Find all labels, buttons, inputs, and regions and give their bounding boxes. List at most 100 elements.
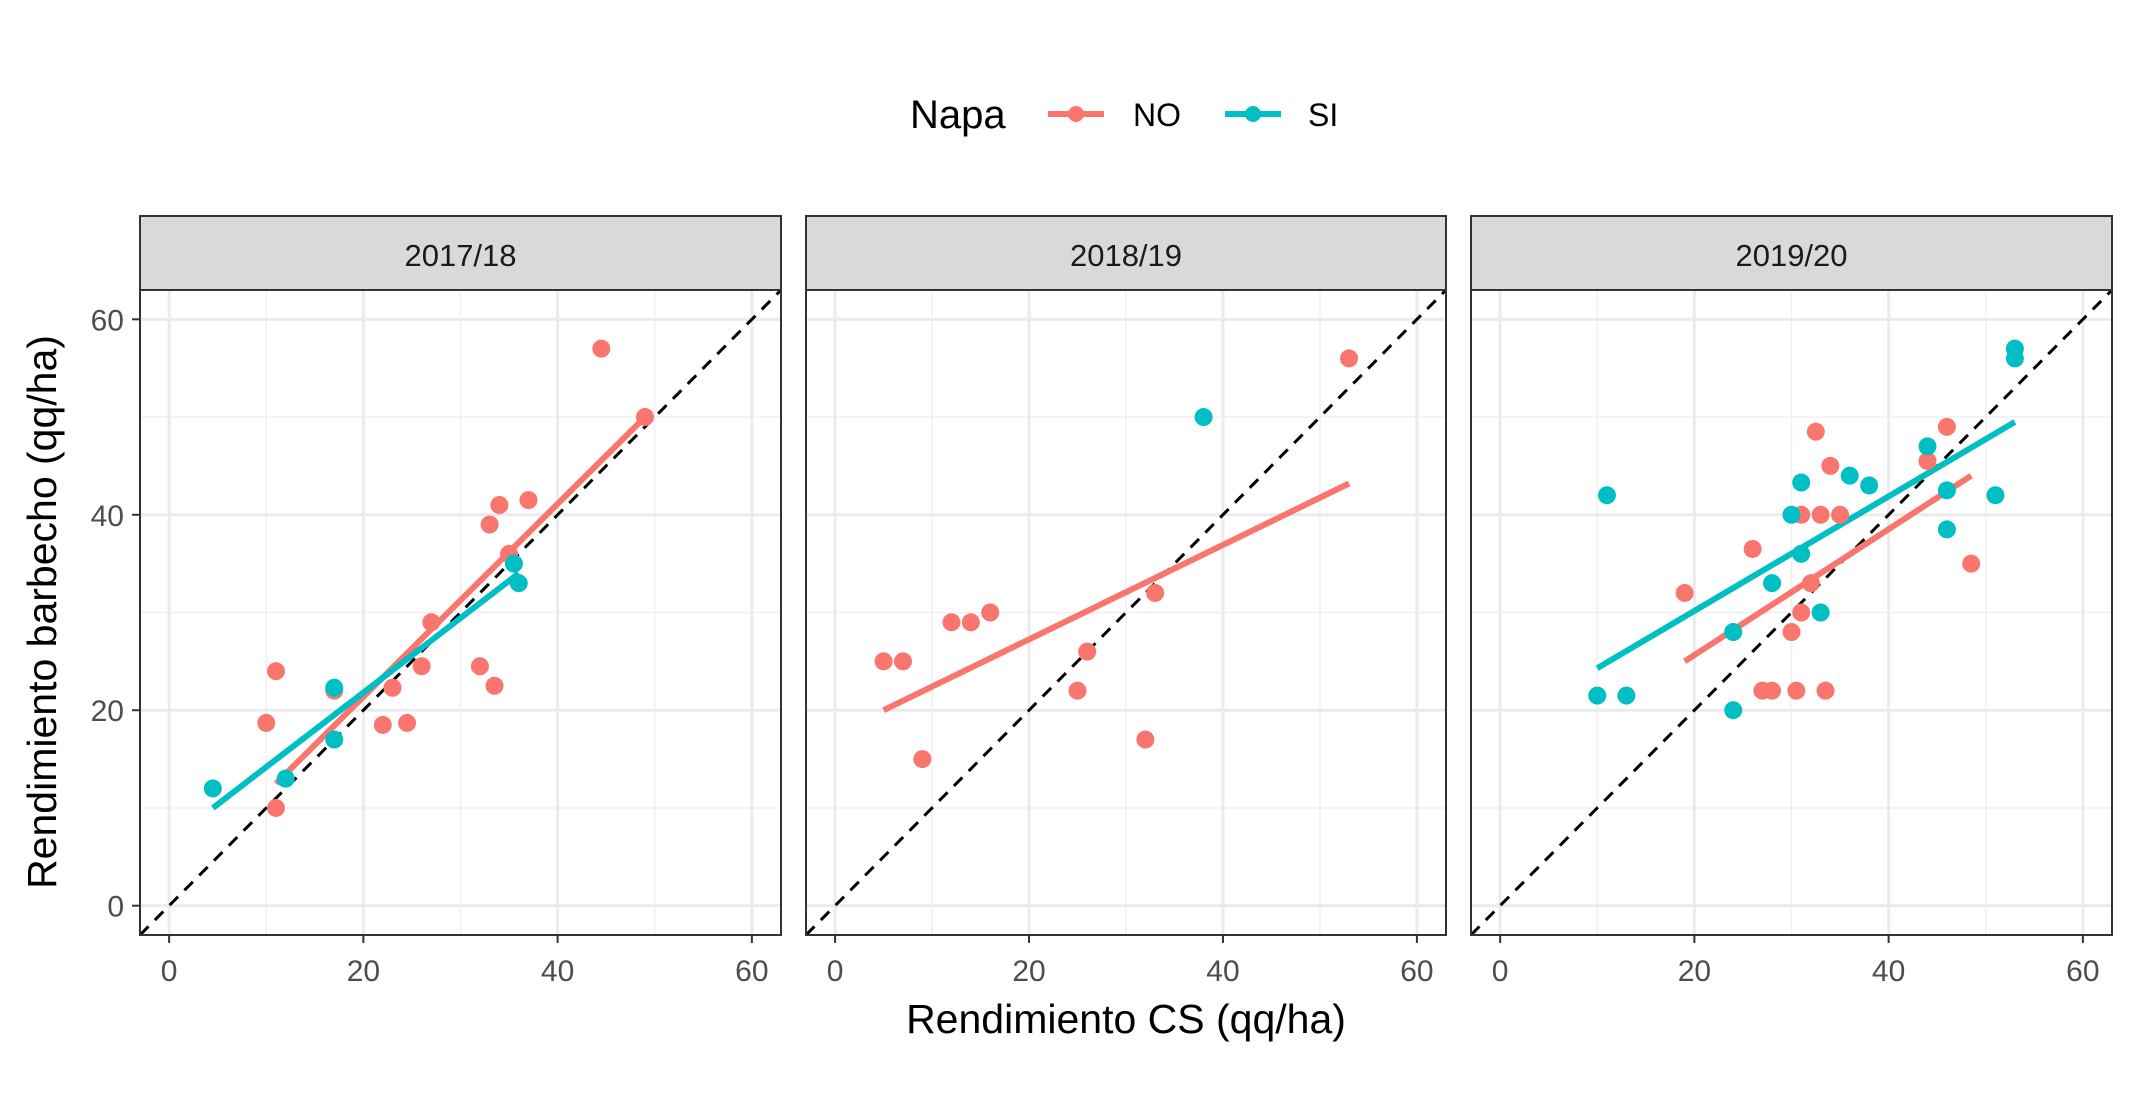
data-point-no bbox=[383, 678, 402, 697]
data-point-no bbox=[893, 652, 912, 671]
data-point-no bbox=[1806, 422, 1825, 441]
data-point-si bbox=[276, 769, 295, 788]
data-point-no bbox=[1068, 681, 1087, 700]
data-point-no bbox=[1918, 452, 1937, 471]
data-point-no bbox=[1763, 681, 1782, 700]
data-point-no bbox=[412, 657, 431, 676]
panel-border bbox=[1470, 289, 2113, 936]
x-axis-title: Rendimiento CS (qq/ha) bbox=[906, 996, 1346, 1042]
y-axis-title: Rendimiento barbecho (qq/ha) bbox=[19, 335, 65, 889]
data-point-no bbox=[470, 657, 489, 676]
panel-grid bbox=[140, 290, 781, 935]
x-tick-label: 0 bbox=[827, 955, 844, 988]
data-point-no bbox=[519, 491, 538, 510]
data-point-no bbox=[1962, 554, 1981, 573]
data-point-si bbox=[1918, 437, 1937, 456]
data-point-no bbox=[1792, 603, 1811, 622]
y-tick-label: 20 bbox=[91, 695, 124, 728]
data-point-no bbox=[1787, 681, 1806, 700]
x-tick-label: 60 bbox=[2066, 955, 2099, 988]
x-tick-label: 40 bbox=[1872, 955, 1905, 988]
data-point-no bbox=[981, 603, 1000, 622]
data-point-no bbox=[266, 798, 285, 817]
x-tick-label: 0 bbox=[1492, 955, 1509, 988]
fit-line-no bbox=[273, 414, 648, 786]
data-point-no bbox=[373, 715, 392, 734]
data-point-si bbox=[1792, 544, 1811, 563]
fit-line-si bbox=[1595, 419, 2017, 671]
data-point-si bbox=[504, 554, 523, 573]
data-point-si bbox=[1860, 476, 1879, 495]
data-point-no bbox=[422, 613, 441, 632]
panel-2: 2018/19 0 20 40 60 bbox=[805, 215, 1447, 988]
x-tick-label: 60 bbox=[1400, 955, 1433, 988]
data-point-no bbox=[913, 750, 932, 769]
fit-line-no bbox=[882, 480, 1351, 713]
data-point-no bbox=[961, 613, 980, 632]
data-point-no bbox=[1078, 642, 1097, 661]
data-point-no bbox=[485, 676, 504, 695]
x-tick-label: 40 bbox=[1206, 955, 1239, 988]
panel-content bbox=[806, 290, 1446, 935]
data-point-si bbox=[1811, 603, 1830, 622]
data-point-no bbox=[266, 662, 285, 681]
panel-strip bbox=[1470, 215, 2113, 291]
data-point-no bbox=[1937, 417, 1956, 436]
data-point-no bbox=[398, 713, 417, 732]
panel-strip bbox=[805, 215, 1447, 291]
data-point-si bbox=[1792, 473, 1811, 492]
data-point-no bbox=[1675, 583, 1694, 602]
data-point-no bbox=[1340, 349, 1359, 368]
identity-line bbox=[140, 290, 781, 935]
data-point-no bbox=[1782, 623, 1801, 642]
legend-entry-label: NO bbox=[1133, 97, 1181, 133]
data-point-no bbox=[1811, 505, 1830, 524]
data-point-si bbox=[509, 574, 528, 593]
data-point-si bbox=[1194, 408, 1213, 427]
legend-title: Napa bbox=[910, 93, 1006, 137]
data-point-no bbox=[1801, 574, 1820, 593]
data-point-no bbox=[1743, 539, 1762, 558]
panel-3: 2019/20 0 20 40 60 bbox=[1470, 215, 2113, 988]
x-tick-label: 60 bbox=[735, 955, 768, 988]
legend-key-point bbox=[1068, 106, 1084, 122]
identity-line bbox=[806, 290, 1446, 935]
legend: Napa NO SI bbox=[910, 93, 1338, 137]
data-point-si bbox=[1724, 701, 1743, 720]
panel-strip bbox=[139, 215, 782, 291]
panel-grid bbox=[806, 290, 1446, 935]
data-point-no bbox=[1821, 456, 1840, 475]
y-tick-label: 40 bbox=[91, 500, 124, 533]
data-point-si bbox=[325, 730, 344, 749]
panel-border bbox=[139, 289, 782, 936]
identity-line bbox=[1471, 290, 2112, 935]
data-point-no bbox=[592, 339, 611, 358]
panel-strip-title: 2017/18 bbox=[404, 238, 516, 273]
legend-key-point bbox=[1245, 106, 1261, 122]
data-point-si bbox=[1588, 686, 1607, 705]
x-tick-label: 20 bbox=[1678, 955, 1711, 988]
data-point-si bbox=[203, 779, 222, 798]
data-point-no bbox=[257, 713, 276, 732]
data-point-si bbox=[1597, 486, 1616, 505]
data-point-si bbox=[1763, 574, 1782, 593]
panel-strip-title: 2018/19 bbox=[1070, 238, 1182, 273]
data-point-no bbox=[636, 408, 655, 427]
y-tick-label: 60 bbox=[91, 304, 124, 337]
data-point-si bbox=[1986, 486, 2005, 505]
data-point-no bbox=[1146, 583, 1165, 602]
y-tick-label: 0 bbox=[107, 891, 124, 924]
fit-line-si bbox=[211, 571, 521, 811]
x-tick-label: 20 bbox=[347, 955, 380, 988]
data-point-no bbox=[480, 515, 499, 534]
data-point-no bbox=[1816, 681, 1835, 700]
panel-1: 2017/18 0 20 40 60 0 20 40 60 bbox=[91, 215, 782, 988]
legend-entry-si: SI bbox=[1225, 97, 1338, 133]
x-tick-label: 20 bbox=[1012, 955, 1045, 988]
panel-strip-title: 2019/20 bbox=[1735, 238, 1847, 273]
data-point-no bbox=[1136, 730, 1155, 749]
data-point-si bbox=[1724, 623, 1743, 642]
data-point-no bbox=[874, 652, 893, 671]
